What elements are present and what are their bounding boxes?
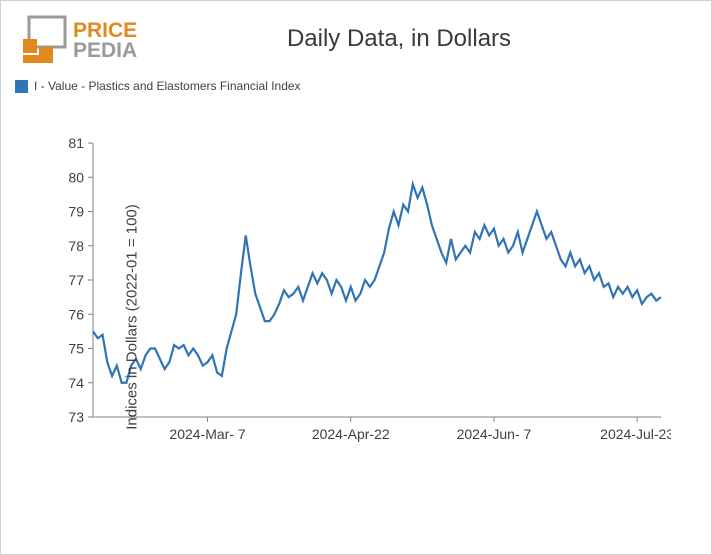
svg-text:79: 79: [68, 204, 84, 220]
svg-text:74: 74: [68, 375, 84, 391]
logo-text-bottom: PEDIA: [73, 39, 137, 62]
pricepedia-logo: PRICE PEDIA: [21, 11, 147, 69]
svg-text:2024-Jun- 7: 2024-Jun- 7: [457, 426, 532, 442]
svg-text:2024-Jul-23: 2024-Jul-23: [600, 426, 671, 442]
svg-text:2024-Apr-22: 2024-Apr-22: [312, 426, 390, 442]
svg-text:81: 81: [68, 137, 84, 151]
svg-text:78: 78: [68, 238, 84, 254]
legend-label: I - Value - Plastics and Elastomers Fina…: [34, 79, 301, 93]
svg-text:2024-Mar- 7: 2024-Mar- 7: [169, 426, 245, 442]
chart-title: Daily Data, in Dollars: [147, 11, 691, 53]
svg-text:76: 76: [68, 306, 84, 322]
y-axis-title: Indices in Dollars (2022-01 = 100): [123, 204, 140, 430]
legend: I - Value - Plastics and Elastomers Fina…: [1, 73, 711, 97]
legend-swatch: [15, 80, 28, 93]
svg-text:73: 73: [68, 409, 84, 425]
header: PRICE PEDIA Daily Data, in Dollars: [1, 1, 711, 73]
svg-text:80: 80: [68, 169, 84, 185]
svg-text:77: 77: [68, 272, 84, 288]
chart-area: Indices in Dollars (2022-01 = 100) 73 74 7…: [31, 137, 681, 497]
svg-text:75: 75: [68, 341, 84, 357]
